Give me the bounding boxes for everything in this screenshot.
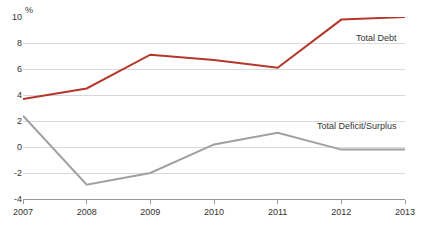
svg-text:2012: 2012	[331, 207, 351, 217]
svg-text:2008: 2008	[77, 207, 97, 217]
svg-text:Total Debt: Total Debt	[356, 33, 397, 43]
svg-text:10: 10	[12, 12, 22, 22]
svg-text:4: 4	[17, 90, 22, 100]
svg-text:-2: -2	[14, 168, 22, 178]
svg-text:6: 6	[17, 64, 22, 74]
svg-text:2: 2	[17, 116, 22, 126]
svg-text:2011: 2011	[268, 207, 287, 217]
svg-text:2007: 2007	[13, 207, 33, 217]
svg-text:8: 8	[17, 38, 22, 48]
svg-text:0: 0	[17, 142, 22, 152]
svg-text:-4: -4	[14, 194, 22, 204]
svg-text:2009: 2009	[140, 207, 160, 217]
svg-text:%: %	[25, 5, 33, 15]
svg-text:2010: 2010	[204, 207, 224, 217]
svg-text:2013: 2013	[395, 207, 415, 217]
svg-text:Total Deficit/Surplus: Total Deficit/Surplus	[317, 121, 397, 131]
